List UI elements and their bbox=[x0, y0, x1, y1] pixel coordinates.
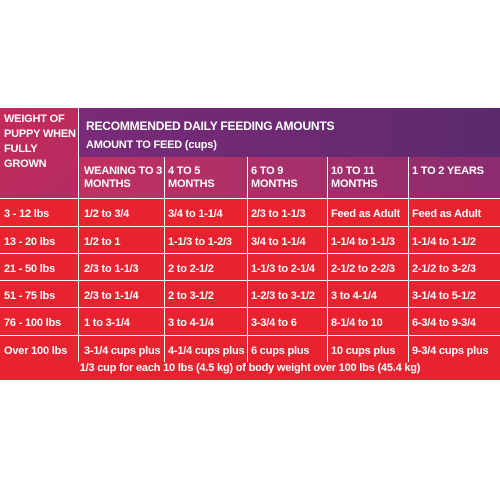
row-weight: 13 - 20 lbs bbox=[4, 236, 55, 248]
table-cell: 1/2 to 1 bbox=[84, 236, 121, 248]
row-weight: 51 - 75 lbs bbox=[4, 290, 55, 302]
table-cell: 2 to 3-1/2 bbox=[168, 290, 214, 302]
table-cell: 2/3 to 1-1/4 bbox=[84, 290, 139, 302]
column-header-band bbox=[79, 157, 500, 198]
column-header: 6 TO 9 MONTHS bbox=[251, 165, 298, 190]
table-cell: 2-1/2 to 3-2/3 bbox=[412, 263, 476, 275]
table-cell: Feed as Adult bbox=[412, 208, 482, 220]
column-header: 4 TO 5 MONTHS bbox=[168, 165, 215, 190]
table-cell: 2/3 to 1-1/3 bbox=[251, 208, 306, 220]
table-cell: 3-3/4 to 6 bbox=[251, 317, 297, 329]
grid-divider bbox=[0, 335, 500, 336]
row-weight: Over 100 lbs bbox=[4, 345, 68, 357]
table-cell: 3 to 4-1/4 bbox=[331, 290, 377, 302]
grid-divider bbox=[0, 280, 500, 281]
column-header: 10 TO 11 MONTHS bbox=[331, 165, 378, 190]
table-cell: 2/3 to 1-1/3 bbox=[84, 263, 139, 275]
table-subtitle: AMOUNT TO FEED (cups) bbox=[86, 139, 217, 151]
grid-divider bbox=[327, 157, 328, 362]
table-cell: 2 to 2-1/2 bbox=[168, 263, 214, 275]
table-cell: 3/4 to 1-1/4 bbox=[251, 236, 306, 248]
table-cell: 6-3/4 to 9-3/4 bbox=[412, 317, 476, 329]
title-band bbox=[79, 108, 500, 157]
column-header: WEANING TO 3 MONTHS bbox=[84, 165, 163, 190]
weight-header: WEIGHT OF PUPPY WHEN FULLY GROWN bbox=[4, 113, 76, 170]
row-weight: 3 - 12 lbs bbox=[4, 208, 50, 220]
table-cell: 1-1/3 to 2-1/4 bbox=[251, 263, 315, 275]
grid-divider bbox=[408, 157, 409, 362]
table-cell: 9-3/4 cups plus bbox=[412, 345, 489, 357]
grid-divider bbox=[0, 253, 500, 254]
table-cell: 8-1/4 to 10 bbox=[331, 317, 383, 329]
feeding-table: WEIGHT OF PUPPY WHEN FULLY GROWN RECOMME… bbox=[0, 108, 500, 380]
table-cell: Feed as Adult bbox=[331, 208, 401, 220]
grid-divider bbox=[164, 157, 165, 362]
table-cell: 10 cups plus bbox=[331, 345, 396, 357]
grid-divider bbox=[0, 226, 500, 227]
table-cell: 3-1/4 to 5-1/2 bbox=[412, 290, 476, 302]
table-cell: 1/2 to 3/4 bbox=[84, 208, 130, 220]
footnote: 1/3 cup for each 10 lbs (4.5 kg) of body… bbox=[79, 362, 421, 374]
table-cell: 1 to 3-1/4 bbox=[84, 317, 130, 329]
weight-header-cell bbox=[0, 108, 78, 198]
table-cell: 1-2/3 to 3-1/2 bbox=[251, 290, 315, 302]
row-weight: 21 - 50 lbs bbox=[4, 263, 55, 275]
table-cell: 3 to 4-1/4 bbox=[168, 317, 214, 329]
table-cell: 2-1/2 to 2-2/3 bbox=[331, 263, 395, 275]
grid-divider bbox=[0, 198, 500, 199]
table-cell: 1-1/3 to 1-2/3 bbox=[168, 236, 232, 248]
table-cell: 4-1/4 cups plus bbox=[168, 345, 245, 357]
row-weight: 76 - 100 lbs bbox=[4, 317, 61, 329]
table-cell: 6 cups plus bbox=[251, 345, 310, 357]
table-cell: 3/4 to 1-1/4 bbox=[168, 208, 223, 220]
table-title: RECOMMENDED DAILY FEEDING AMOUNTS bbox=[86, 119, 335, 133]
table-cell: 1-1/4 to 1-1/2 bbox=[412, 236, 476, 248]
table-cell: 1-1/4 to 1-1/3 bbox=[331, 236, 395, 248]
grid-divider bbox=[78, 108, 79, 362]
table-cell: 3-1/4 cups plus bbox=[84, 345, 161, 357]
grid-divider bbox=[0, 307, 500, 308]
grid-divider bbox=[247, 157, 248, 362]
column-header: 1 TO 2 YEARS bbox=[412, 165, 484, 177]
